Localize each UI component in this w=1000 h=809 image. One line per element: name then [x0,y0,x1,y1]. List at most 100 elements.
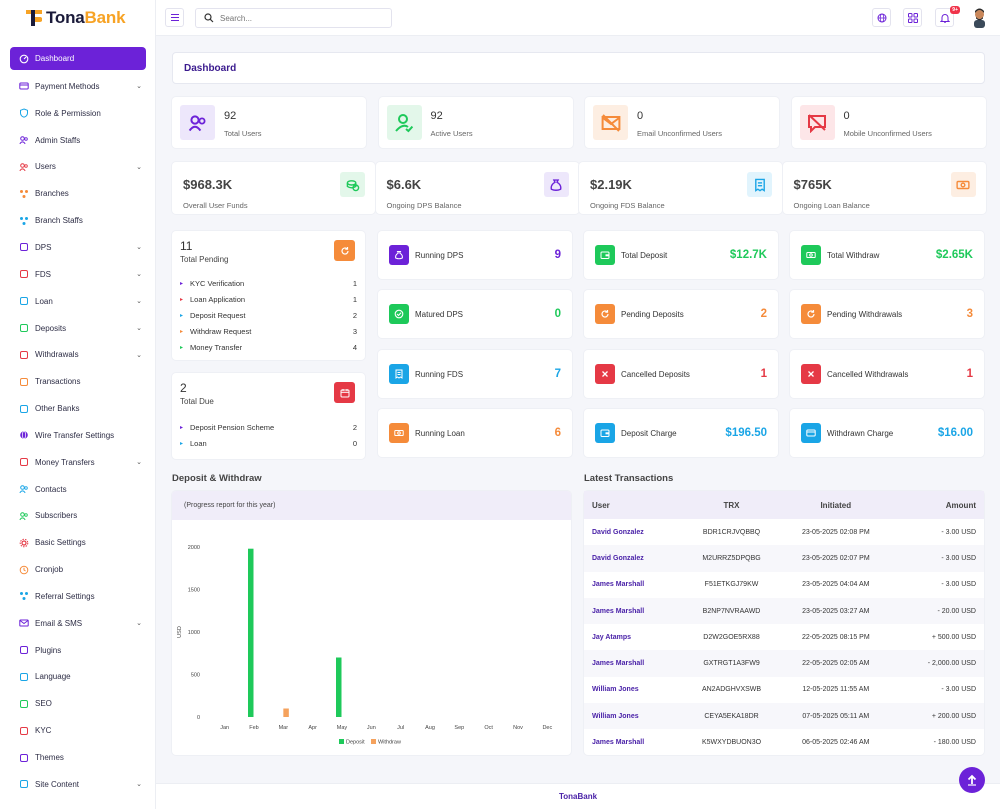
tx-user[interactable]: James Marshall [584,650,683,677]
list-item[interactable]: ▸ KYC Verification 1 [180,276,357,292]
sidebar-item-email-sms[interactable]: Email & SMS ⌄ [10,610,146,637]
scroll-to-top-button[interactable] [959,767,985,793]
summary-card-cancelled-withdrawals[interactable]: Cancelled Withdrawals 1 [790,349,984,398]
sidebar-item-fds[interactable]: FDS ⌄ [10,261,146,288]
summary-card-total-withdraw[interactable]: Total Withdraw $2.65K [790,231,984,279]
plugin-icon [19,645,29,655]
sidebar-item-cronjob[interactable]: Cronjob [10,556,146,583]
summary-card-cancelled-deposits[interactable]: Cancelled Deposits 1 [584,349,778,398]
tx-user[interactable]: James Marshall [584,597,683,625]
arrow-right-icon: ▸ [180,328,184,335]
balance-card-ongoing-dps-balance[interactable]: $6.6K Ongoing DPS Balance [375,162,579,214]
sidebar-item-dps[interactable]: DPS ⌄ [10,234,146,261]
sidebar-item-other-banks[interactable]: Other Banks [10,395,146,422]
list-item[interactable]: ▸ Loan Application 1 [180,292,357,308]
tx-user[interactable]: David Gonzalez [592,528,644,536]
tx-user[interactable]: James Marshall [592,739,645,747]
sidebar-item-basic-settings[interactable]: Basic Settings [10,529,146,556]
tx-user[interactable]: David Gonzalez [584,545,683,572]
table-row[interactable]: William Jones AN2ADGHVXSWB 12-05-2025 11… [584,677,984,703]
footer: TonaBank [156,783,1000,809]
summary-card-pending-withdrawals[interactable]: Pending Withdrawals 3 [790,290,984,339]
table-row[interactable]: James Marshall GXTRGT1A3FW9 22-05-2025 0… [584,650,984,677]
list-item[interactable]: ▸ Deposit Pension Scheme 2 [180,420,357,436]
sidebar-item-loan[interactable]: Loan ⌄ [10,288,146,315]
summary-card-pending-deposits[interactable]: Pending Deposits 2 [584,290,778,339]
table-row[interactable]: James Marshall F51ETKGJ79KW 23-05-2025 0… [584,572,984,598]
dashboard-icon [19,54,29,64]
summary-card-withdrawn-charge[interactable]: Withdrawn Charge $16.00 [790,408,984,457]
sidebar-item-referral-settings[interactable]: Referral Settings [10,583,146,610]
menu-toggle-button[interactable] [165,8,184,27]
x-tick-label: Jan [220,725,229,731]
sidebar-item-themes[interactable]: Themes [10,744,146,771]
stat-card-total-users[interactable]: 92 Total Users [172,97,366,148]
sidebar-item-plugins[interactable]: Plugins [10,637,146,664]
sidebar-item-branches[interactable]: Branches [10,180,146,207]
summary-label: Pending Withdrawals [827,310,903,320]
apps-grid-icon [907,12,918,23]
tx-user[interactable]: Jay Atamps [592,633,632,641]
search-input[interactable] [220,13,380,23]
tx-user[interactable]: William Jones [592,686,639,694]
apps-button[interactable] [903,8,922,27]
sidebar-item-withdrawals[interactable]: Withdrawals ⌄ [10,341,146,368]
sidebar-item-users[interactable]: Users ⌄ [10,154,146,181]
summary-value: $16.00 [937,426,973,439]
sidebar-item-transactions[interactable]: Transactions [10,368,146,395]
sidebar-item-wire-transfer-settings[interactable]: Wire Transfer Settings [10,422,146,449]
user-avatar[interactable] [971,7,988,28]
summary-card-running-loan[interactable]: Running Loan 6 [378,408,572,457]
tx-amount: - 3.00 USD [941,528,976,536]
sidebar-item-seo[interactable]: SEO [10,690,146,717]
balance-card-overall-user-funds[interactable]: $968.3K Overall User Funds [172,162,375,214]
summary-value: 2 [760,308,767,321]
sidebar-item-label: SEO [35,699,52,709]
notifications-button[interactable]: 9+ [935,6,960,27]
stat-card-active-users[interactable]: 92 Active Users [378,97,573,148]
sidebar-item-role-permission[interactable]: Role & Permission [10,100,146,127]
sidebar-item-payment-methods[interactable]: Payment Methods ⌄ [10,73,146,100]
tx-date: 22-05-2025 08:15 PM [801,633,870,641]
sidebar-item-subscribers[interactable]: Subscribers [10,503,146,530]
table-row[interactable]: James Marshall K5WXYDBUON3O 06-05-2025 0… [584,729,984,755]
sidebar-item-kyc[interactable]: KYC [10,717,146,744]
sidebar: TonaBank Dashboard Payment Methods ⌄ Rol… [0,0,156,809]
balance-card-ongoing-fds-balance[interactable]: $2.19K Ongoing FDS Balance [579,162,782,214]
sidebar-item-admin-staffs[interactable]: Admin Staffs [10,127,146,154]
sidebar-item-contacts[interactable]: Contacts [10,476,146,503]
table-row[interactable]: David Gonzalez M2URRZ5DPQBG 23-05-2025 0… [584,545,984,572]
sidebar-item-deposits[interactable]: Deposits ⌄ [10,315,146,342]
balance-card-ongoing-loan-balance[interactable]: $765K Ongoing Loan Balance [782,162,986,214]
summary-card-matured-dps[interactable]: Matured DPS 0 [378,290,572,339]
tx-user[interactable]: James Marshall [592,581,645,589]
list-item[interactable]: ▸ Money Transfer 4 [180,339,357,355]
list-item[interactable]: ▸ Deposit Request 2 [180,308,357,324]
sidebar-item-dashboard[interactable]: Dashboard [10,47,146,70]
language-button[interactable] [872,8,891,27]
stat-card-mobile-unconfirmed-users[interactable]: 0 Mobile Unconfirmed Users [791,97,986,148]
table-row[interactable]: David Gonzalez BDR1CRJVQBBQ 23-05-2025 0… [584,519,984,545]
sidebar-item-money-transfers[interactable]: Money Transfers ⌄ [10,449,146,476]
table-row[interactable]: James Marshall B2NP7NVRAAWD 23-05-2025 0… [584,597,984,625]
chevron-down-icon: ⌄ [136,271,142,279]
search-box[interactable] [195,8,392,28]
tx-user[interactable]: William Jones [584,703,683,730]
summary-card-running-dps[interactable]: Running DPS 9 [378,231,572,279]
list-item[interactable]: ▸ Loan 0 [180,436,357,452]
summary-card-total-deposit[interactable]: Total Deposit $12.7K [584,231,778,279]
stat-card-email-unconfirmed-users[interactable]: 0 Email Unconfirmed Users [585,97,779,148]
summary-card-running-fds[interactable]: Running FDS 7 [378,349,572,398]
stat-value: 92 [224,110,237,122]
sidebar-item-site-content[interactable]: Site Content ⌄ [10,771,146,798]
table-row[interactable]: Jay Atamps D2W2GOE5RX88 22-05-2025 08:15… [584,624,984,650]
summary-label: Total Deposit [621,251,668,260]
sidebar-item-language[interactable]: Language [10,664,146,691]
summary-card-deposit-charge[interactable]: Deposit Charge $196.50 [584,408,778,457]
users-icon [180,105,215,140]
sidebar-item-label: Users [35,162,56,172]
list-item[interactable]: ▸ Withdraw Request 3 [180,323,357,339]
sidebar-item-branch-staffs[interactable]: Branch Staffs [10,207,146,234]
table-row[interactable]: William Jones CEYA5EKA18DR 07-05-2025 05… [584,703,984,730]
brand-logo[interactable]: TonaBank [0,0,155,36]
